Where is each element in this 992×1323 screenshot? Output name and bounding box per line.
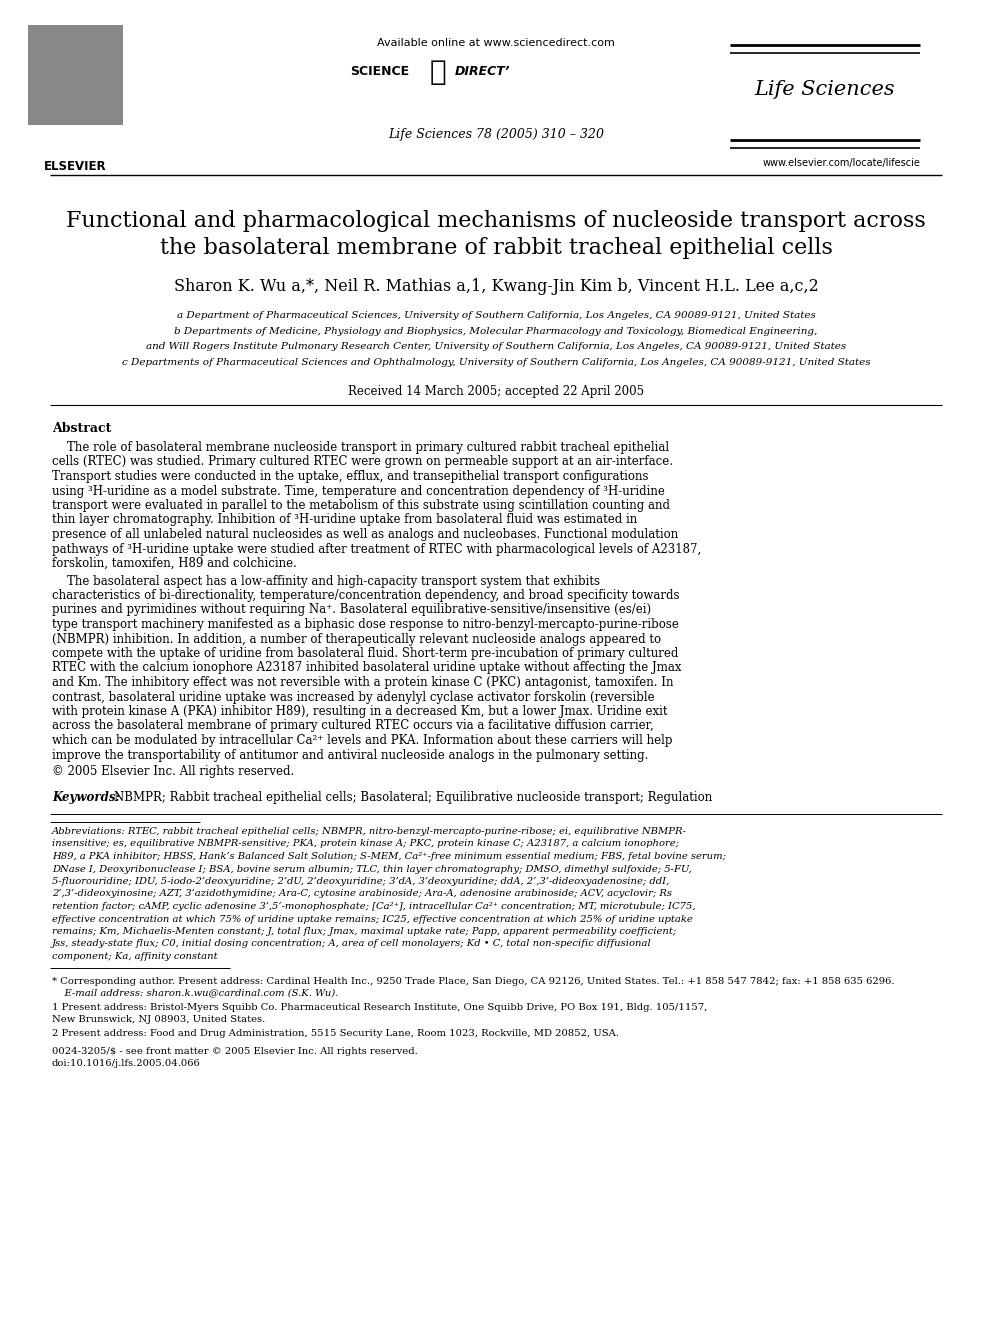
Text: with protein kinase A (PKA) inhibitor H89), resulting in a decreased Km, but a l: with protein kinase A (PKA) inhibitor H8… bbox=[52, 705, 668, 718]
Text: b Departments of Medicine, Physiology and Biophysics, Molecular Pharmacology and: b Departments of Medicine, Physiology an… bbox=[175, 327, 817, 336]
Text: 2’,3’-dideoxyinosine; AZT, 3’azidothymidine; Ara-C, cytosine arabinoside; Ara-A,: 2’,3’-dideoxyinosine; AZT, 3’azidothymid… bbox=[52, 889, 672, 898]
Text: 2 Present address: Food and Drug Administration, 5515 Security Lane, Room 1023, : 2 Present address: Food and Drug Adminis… bbox=[52, 1028, 619, 1037]
Text: c Departments of Pharmaceutical Sciences and Ophthalmology, University of Southe: c Departments of Pharmaceutical Sciences… bbox=[122, 359, 870, 366]
Text: E-mail address: sharon.k.wu@cardinal.com (S.K. Wu).: E-mail address: sharon.k.wu@cardinal.com… bbox=[52, 988, 338, 998]
Text: Received 14 March 2005; accepted 22 April 2005: Received 14 March 2005; accepted 22 Apri… bbox=[348, 385, 644, 398]
Text: DNase I, Deoxyribonuclease I; BSA, bovine serum albumin; TLC, thin layer chromat: DNase I, Deoxyribonuclease I; BSA, bovin… bbox=[52, 864, 691, 873]
Text: The role of basolateral membrane nucleoside transport in primary cultured rabbit: The role of basolateral membrane nucleos… bbox=[52, 441, 670, 454]
Text: Available online at www.sciencedirect.com: Available online at www.sciencedirect.co… bbox=[377, 38, 615, 48]
Text: Transport studies were conducted in the uptake, efflux, and transepithelial tran: Transport studies were conducted in the … bbox=[52, 470, 649, 483]
Text: Abstract: Abstract bbox=[52, 422, 111, 435]
Text: forskolin, tamoxifen, H89 and colchicine.: forskolin, tamoxifen, H89 and colchicine… bbox=[52, 557, 297, 570]
Text: Jss, steady-state flux; C0, initial dosing concentration; A, area of cell monola: Jss, steady-state flux; C0, initial dosi… bbox=[52, 939, 652, 949]
Text: 1 Present address: Bristol-Myers Squibb Co. Pharmaceutical Research Institute, O: 1 Present address: Bristol-Myers Squibb … bbox=[52, 1003, 707, 1012]
Text: * Corresponding author. Present address: Cardinal Health Inc., 9250 Trade Place,: * Corresponding author. Present address:… bbox=[52, 976, 895, 986]
Text: compete with the uptake of uridine from basolateral fluid. Short-term pre-incuba: compete with the uptake of uridine from … bbox=[52, 647, 679, 660]
Text: type transport machinery manifested as a biphasic dose response to nitro-benzyl-: type transport machinery manifested as a… bbox=[52, 618, 679, 631]
Text: Life Sciences 78 (2005) 310 – 320: Life Sciences 78 (2005) 310 – 320 bbox=[388, 128, 604, 142]
Text: characteristics of bi-directionality, temperature/concentration dependency, and : characteristics of bi-directionality, te… bbox=[52, 589, 680, 602]
Text: and Will Rogers Institute Pulmonary Research Center, University of Southern Cali: and Will Rogers Institute Pulmonary Rese… bbox=[146, 343, 846, 351]
Text: Life Sciences: Life Sciences bbox=[755, 79, 896, 99]
Text: 0024-3205/$ - see front matter © 2005 Elsevier Inc. All rights reserved.: 0024-3205/$ - see front matter © 2005 El… bbox=[52, 1046, 418, 1056]
Text: using ³H-uridine as a model substrate. Time, temperature and concentration depen: using ³H-uridine as a model substrate. T… bbox=[52, 484, 665, 497]
Text: www.elsevier.com/locate/lifescie: www.elsevier.com/locate/lifescie bbox=[762, 157, 920, 168]
Text: The basolateral aspect has a low-affinity and high-capacity transport system tha: The basolateral aspect has a low-affinit… bbox=[52, 574, 600, 587]
Text: across the basolateral membrane of primary cultured RTEC occurs via a facilitati: across the basolateral membrane of prima… bbox=[52, 720, 654, 733]
Text: Abbreviations: RTEC, rabbit tracheal epithelial cells; NBMPR, nitro-benzyl-merca: Abbreviations: RTEC, rabbit tracheal epi… bbox=[52, 827, 686, 836]
Text: NBMPR; Rabbit tracheal epithelial cells; Basolateral; Equilibrative nucleoside t: NBMPR; Rabbit tracheal epithelial cells;… bbox=[114, 791, 712, 804]
Text: transport were evaluated in parallel to the metabolism of this substrate using s: transport were evaluated in parallel to … bbox=[52, 499, 670, 512]
Bar bbox=[28, 25, 123, 124]
Text: DIRECTʼ: DIRECTʼ bbox=[455, 65, 511, 78]
Text: retention factor; cAMP, cyclic adenosine 3’,5’-monophosphate; [Ca²⁺], intracellu: retention factor; cAMP, cyclic adenosine… bbox=[52, 902, 695, 912]
Text: contrast, basolateral uridine uptake was increased by adenylyl cyclase activator: contrast, basolateral uridine uptake was… bbox=[52, 691, 655, 704]
Text: purines and pyrimidines without requiring Na⁺. Basolateral equilibrative-sensiti: purines and pyrimidines without requirin… bbox=[52, 603, 651, 617]
Text: Keywords:: Keywords: bbox=[52, 791, 124, 804]
Text: ⓓ: ⓓ bbox=[430, 58, 446, 86]
Text: RTEC with the calcium ionophore A23187 inhibited basolateral uridine uptake with: RTEC with the calcium ionophore A23187 i… bbox=[52, 662, 682, 675]
Text: and Km. The inhibitory effect was not reversible with a protein kinase C (PKC) a: and Km. The inhibitory effect was not re… bbox=[52, 676, 674, 689]
Text: © 2005 Elsevier Inc. All rights reserved.: © 2005 Elsevier Inc. All rights reserved… bbox=[52, 765, 295, 778]
Text: Sharon K. Wu a,*, Neil R. Mathias a,1, Kwang-Jin Kim b, Vincent H.L. Lee a,c,2: Sharon K. Wu a,*, Neil R. Mathias a,1, K… bbox=[174, 278, 818, 295]
Text: 5-fluorouridine; IDU, 5-iodo-2’deoxyuridine; 2’dU, 2’deoxyuridine; 3’dA, 3’deoxy: 5-fluorouridine; IDU, 5-iodo-2’deoxyurid… bbox=[52, 877, 670, 886]
Text: doi:10.1016/j.lfs.2005.04.066: doi:10.1016/j.lfs.2005.04.066 bbox=[52, 1060, 200, 1069]
Text: pathways of ³H-uridine uptake were studied after treatment of RTEC with pharmaco: pathways of ³H-uridine uptake were studi… bbox=[52, 542, 701, 556]
Text: thin layer chromatography. Inhibition of ³H-uridine uptake from basolateral flui: thin layer chromatography. Inhibition of… bbox=[52, 513, 637, 527]
Text: ELSEVIER: ELSEVIER bbox=[44, 160, 106, 173]
Text: cells (RTEC) was studied. Primary cultured RTEC were grown on permeable support : cells (RTEC) was studied. Primary cultur… bbox=[52, 455, 673, 468]
Text: (NBMPR) inhibition. In addition, a number of therapeutically relevant nucleoside: (NBMPR) inhibition. In addition, a numbe… bbox=[52, 632, 661, 646]
Text: Functional and pharmacological mechanisms of nucleoside transport across: Functional and pharmacological mechanism… bbox=[66, 210, 926, 232]
Text: insensitive; es, equilibrative NBMPR-sensitive; PKA, protein kinase A; PKC, prot: insensitive; es, equilibrative NBMPR-sen… bbox=[52, 840, 679, 848]
Text: a Department of Pharmaceutical Sciences, University of Southern California, Los : a Department of Pharmaceutical Sciences,… bbox=[177, 311, 815, 320]
Text: which can be modulated by intracellular Ca²⁺ levels and PKA. Information about t: which can be modulated by intracellular … bbox=[52, 734, 673, 747]
Text: New Brunswick, NJ 08903, United States.: New Brunswick, NJ 08903, United States. bbox=[52, 1015, 265, 1024]
Text: H89, a PKA inhibitor; HBSS, Hank’s Balanced Salt Solution; S-MEM, Ca²⁺-free mini: H89, a PKA inhibitor; HBSS, Hank’s Balan… bbox=[52, 852, 726, 861]
Text: remains; Km, Michaelis-Menten constant; J, total flux; Jmax, maximal uptake rate: remains; Km, Michaelis-Menten constant; … bbox=[52, 927, 677, 935]
Text: component; Ka, affinity constant: component; Ka, affinity constant bbox=[52, 953, 217, 960]
Text: SCIENCE: SCIENCE bbox=[350, 65, 409, 78]
Text: the basolateral membrane of rabbit tracheal epithelial cells: the basolateral membrane of rabbit trach… bbox=[160, 237, 832, 259]
Text: improve the transportability of antitumor and antiviral nucleoside analogs in th: improve the transportability of antitumo… bbox=[52, 749, 649, 762]
Text: presence of all unlabeled natural nucleosides as well as analogs and nucleobases: presence of all unlabeled natural nucleo… bbox=[52, 528, 679, 541]
Text: effective concentration at which 75% of uridine uptake remains; IC25, effective : effective concentration at which 75% of … bbox=[52, 914, 692, 923]
